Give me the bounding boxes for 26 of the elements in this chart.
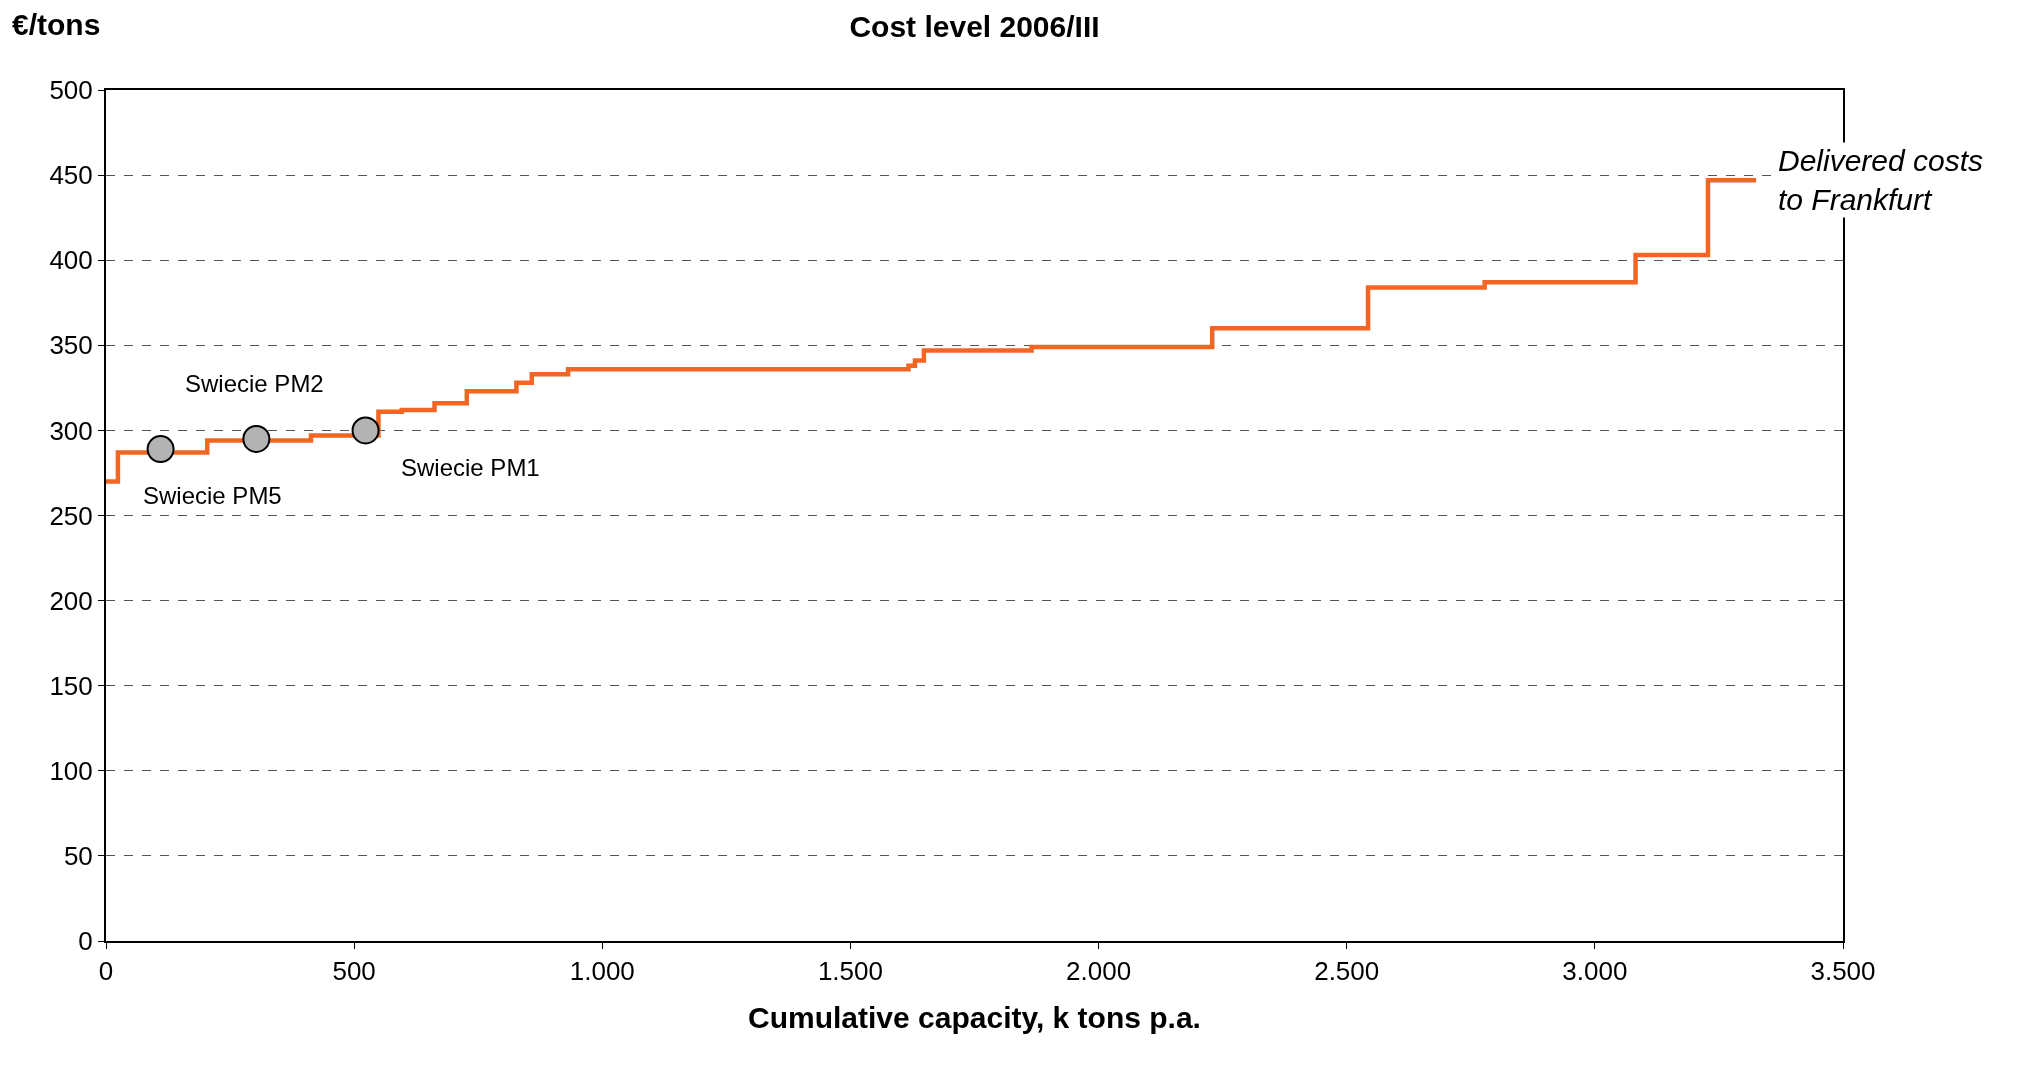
y-tick-label: 350 <box>49 330 93 361</box>
annotation: Swiecie PM1 <box>401 454 540 481</box>
y-tick-label: 0 <box>78 926 93 957</box>
chart-title: Cost level 2006/III <box>849 10 1100 44</box>
y-tick-label: 400 <box>49 245 93 276</box>
y-tick-label: 200 <box>49 585 93 616</box>
x-tick-label: 500 <box>332 956 376 987</box>
annotation: Swiecie PM5 <box>143 482 282 509</box>
x-tick-label: 3.000 <box>1562 956 1628 987</box>
y-tick-label: 500 <box>49 75 93 106</box>
annotation: Swiecie PM2 <box>185 370 324 397</box>
y-axis-title: €/tons <box>12 8 101 41</box>
y-tick-label: 250 <box>49 500 93 531</box>
annotation: Delivered costs to Frankfurt <box>1778 144 1984 216</box>
y-tick-label: 450 <box>49 160 93 191</box>
x-tick-label: 2.500 <box>1314 956 1380 987</box>
y-tick-label: 300 <box>49 415 93 446</box>
x-tick-label: 0 <box>98 956 114 987</box>
x-tick-label: 1.000 <box>569 956 635 987</box>
x-tick-label: 1.500 <box>817 956 883 987</box>
x-tick-label: 3.500 <box>1810 956 1876 987</box>
y-tick-label: 150 <box>49 670 93 701</box>
y-tick-label: 100 <box>49 755 93 786</box>
x-axis-title: Cumulative capacity, k tons p.a. <box>748 1001 1201 1035</box>
x-tick-label: 2.000 <box>1066 956 1132 987</box>
y-tick-label: 50 <box>63 841 93 871</box>
